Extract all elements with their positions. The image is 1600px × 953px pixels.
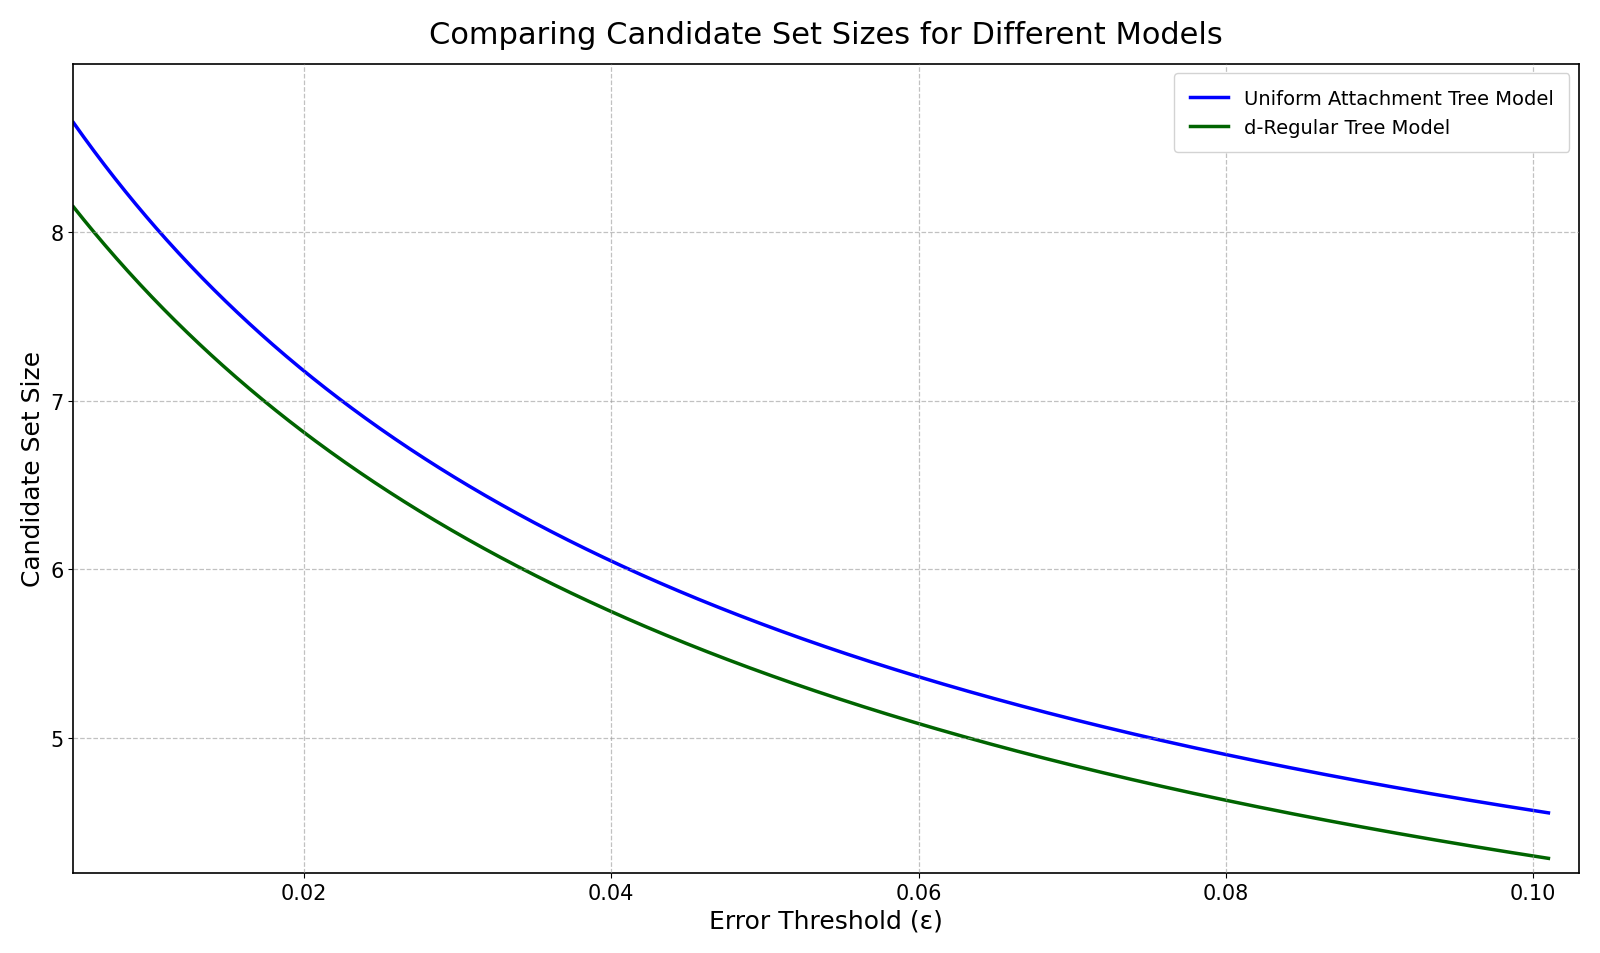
d-Regular Tree Model: [1214, 794, 1234, 805]
Uniform Attachment Tree Model: [214, 294, 234, 306]
d-Regular Tree Model: [1539, 853, 1558, 864]
Title: Comparing Candidate Set Sizes for Different Models: Comparing Candidate Set Sizes for Differ…: [429, 21, 1224, 50]
d-Regular Tree Model: [64, 202, 83, 213]
d-Regular Tree Model: [714, 653, 733, 664]
d-Regular Tree Model: [214, 361, 234, 373]
Uniform Attachment Tree Model: [64, 118, 83, 130]
Line: d-Regular Tree Model: d-Regular Tree Model: [74, 208, 1549, 859]
Y-axis label: Candidate Set Size: Candidate Set Size: [21, 351, 45, 587]
Uniform Attachment Tree Model: [661, 582, 680, 594]
Line: Uniform Attachment Tree Model: Uniform Attachment Tree Model: [74, 124, 1549, 813]
Uniform Attachment Tree Model: [1240, 754, 1259, 765]
d-Regular Tree Model: [1240, 800, 1259, 811]
Uniform Attachment Tree Model: [1539, 807, 1558, 819]
X-axis label: Error Threshold (ε): Error Threshold (ε): [709, 908, 944, 932]
Legend: Uniform Attachment Tree Model, d-Regular Tree Model: Uniform Attachment Tree Model, d-Regular…: [1174, 74, 1570, 153]
Uniform Attachment Tree Model: [1077, 718, 1096, 729]
Uniform Attachment Tree Model: [714, 604, 733, 616]
d-Regular Tree Model: [1077, 763, 1096, 775]
d-Regular Tree Model: [661, 632, 680, 643]
Uniform Attachment Tree Model: [1214, 748, 1234, 760]
